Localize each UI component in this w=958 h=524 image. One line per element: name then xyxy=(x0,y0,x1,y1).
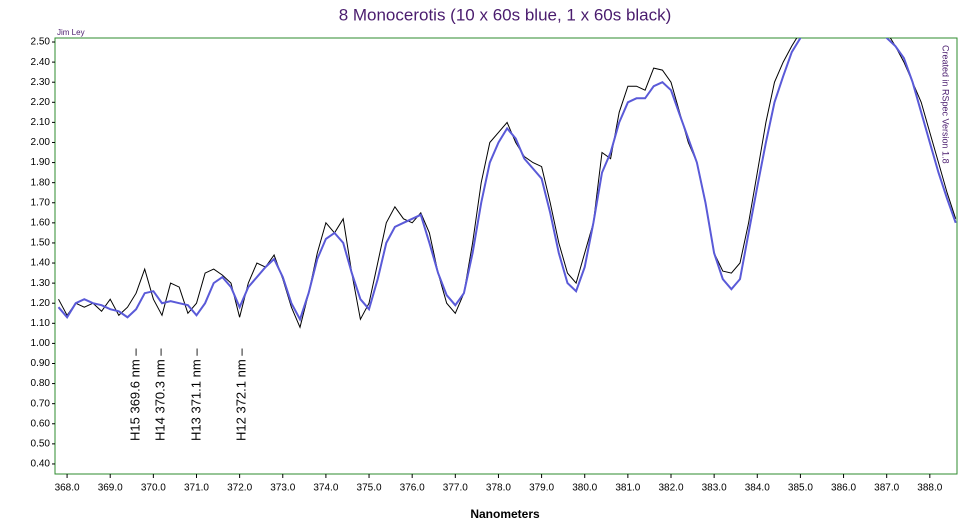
y-tick-label: 0.80 xyxy=(31,378,51,389)
annotation: H12 372.1 nm – xyxy=(233,348,248,441)
chart-title: 8 Monocerotis (10 x 60s blue, 1 x 60s bl… xyxy=(339,5,672,24)
y-tick-label: 1.30 xyxy=(31,278,51,289)
y-tick-label: 0.60 xyxy=(31,418,51,429)
x-tick-label: 383.0 xyxy=(702,483,727,494)
y-tick-label: 0.40 xyxy=(31,459,51,470)
y-tick-label: 1.40 xyxy=(31,258,51,269)
x-tick-label: 387.0 xyxy=(874,483,899,494)
x-tick-label: 375.0 xyxy=(357,483,382,494)
x-tick-label: 379.0 xyxy=(529,483,554,494)
x-tick-label: 376.0 xyxy=(400,483,425,494)
x-tick-label: 372.0 xyxy=(227,483,252,494)
y-tick-label: 2.10 xyxy=(31,117,51,128)
annotation: H14 370.3 nm – xyxy=(152,348,167,441)
y-tick-label: 1.60 xyxy=(31,217,51,228)
y-tick-label: 1.20 xyxy=(31,298,51,309)
x-tick-label: 381.0 xyxy=(615,483,640,494)
x-tick-label: 378.0 xyxy=(486,483,511,494)
series-line xyxy=(58,38,957,329)
x-tick-label: 369.0 xyxy=(98,483,123,494)
annotation: H15 369.6 nm – xyxy=(127,348,142,441)
x-tick-label: 384.0 xyxy=(745,483,770,494)
y-tick-label: 0.70 xyxy=(31,398,51,409)
x-tick-label: 385.0 xyxy=(788,483,813,494)
y-tick-label: 2.00 xyxy=(31,137,51,148)
x-tick-label: 374.0 xyxy=(313,483,338,494)
y-tick-label: 1.50 xyxy=(31,238,51,249)
series-line xyxy=(57,38,957,322)
y-tick-label: 0.50 xyxy=(31,439,51,450)
annotation: H13 371.1 nm – xyxy=(188,348,203,441)
y-tick-label: 2.20 xyxy=(31,97,51,108)
x-axis-label: Nanometers xyxy=(470,507,540,521)
x-tick-label: 382.0 xyxy=(658,483,683,494)
x-tick-label: 368.0 xyxy=(55,483,80,494)
credit: Jim Ley xyxy=(57,28,85,37)
y-tick-label: 1.10 xyxy=(31,318,51,329)
x-tick-label: 388.0 xyxy=(917,483,942,494)
y-tick-label: 1.70 xyxy=(31,197,51,208)
y-tick-label: 2.30 xyxy=(31,77,51,88)
y-tick-label: 0.90 xyxy=(31,358,51,369)
y-tick-label: 1.00 xyxy=(31,338,51,349)
plot-frame xyxy=(54,37,958,475)
y-tick-label: 1.80 xyxy=(31,177,51,188)
x-tick-label: 373.0 xyxy=(270,483,295,494)
y-tick-label: 2.40 xyxy=(31,57,51,68)
y-tick-label: 1.90 xyxy=(31,157,51,168)
x-tick-label: 377.0 xyxy=(443,483,468,494)
x-tick-label: 380.0 xyxy=(572,483,597,494)
x-tick-label: 370.0 xyxy=(141,483,166,494)
x-tick-label: 386.0 xyxy=(831,483,856,494)
side-note: Created in RSpec Version 1.8 xyxy=(941,45,951,164)
x-tick-label: 371.0 xyxy=(184,483,209,494)
y-tick-label: 2.50 xyxy=(31,37,51,48)
